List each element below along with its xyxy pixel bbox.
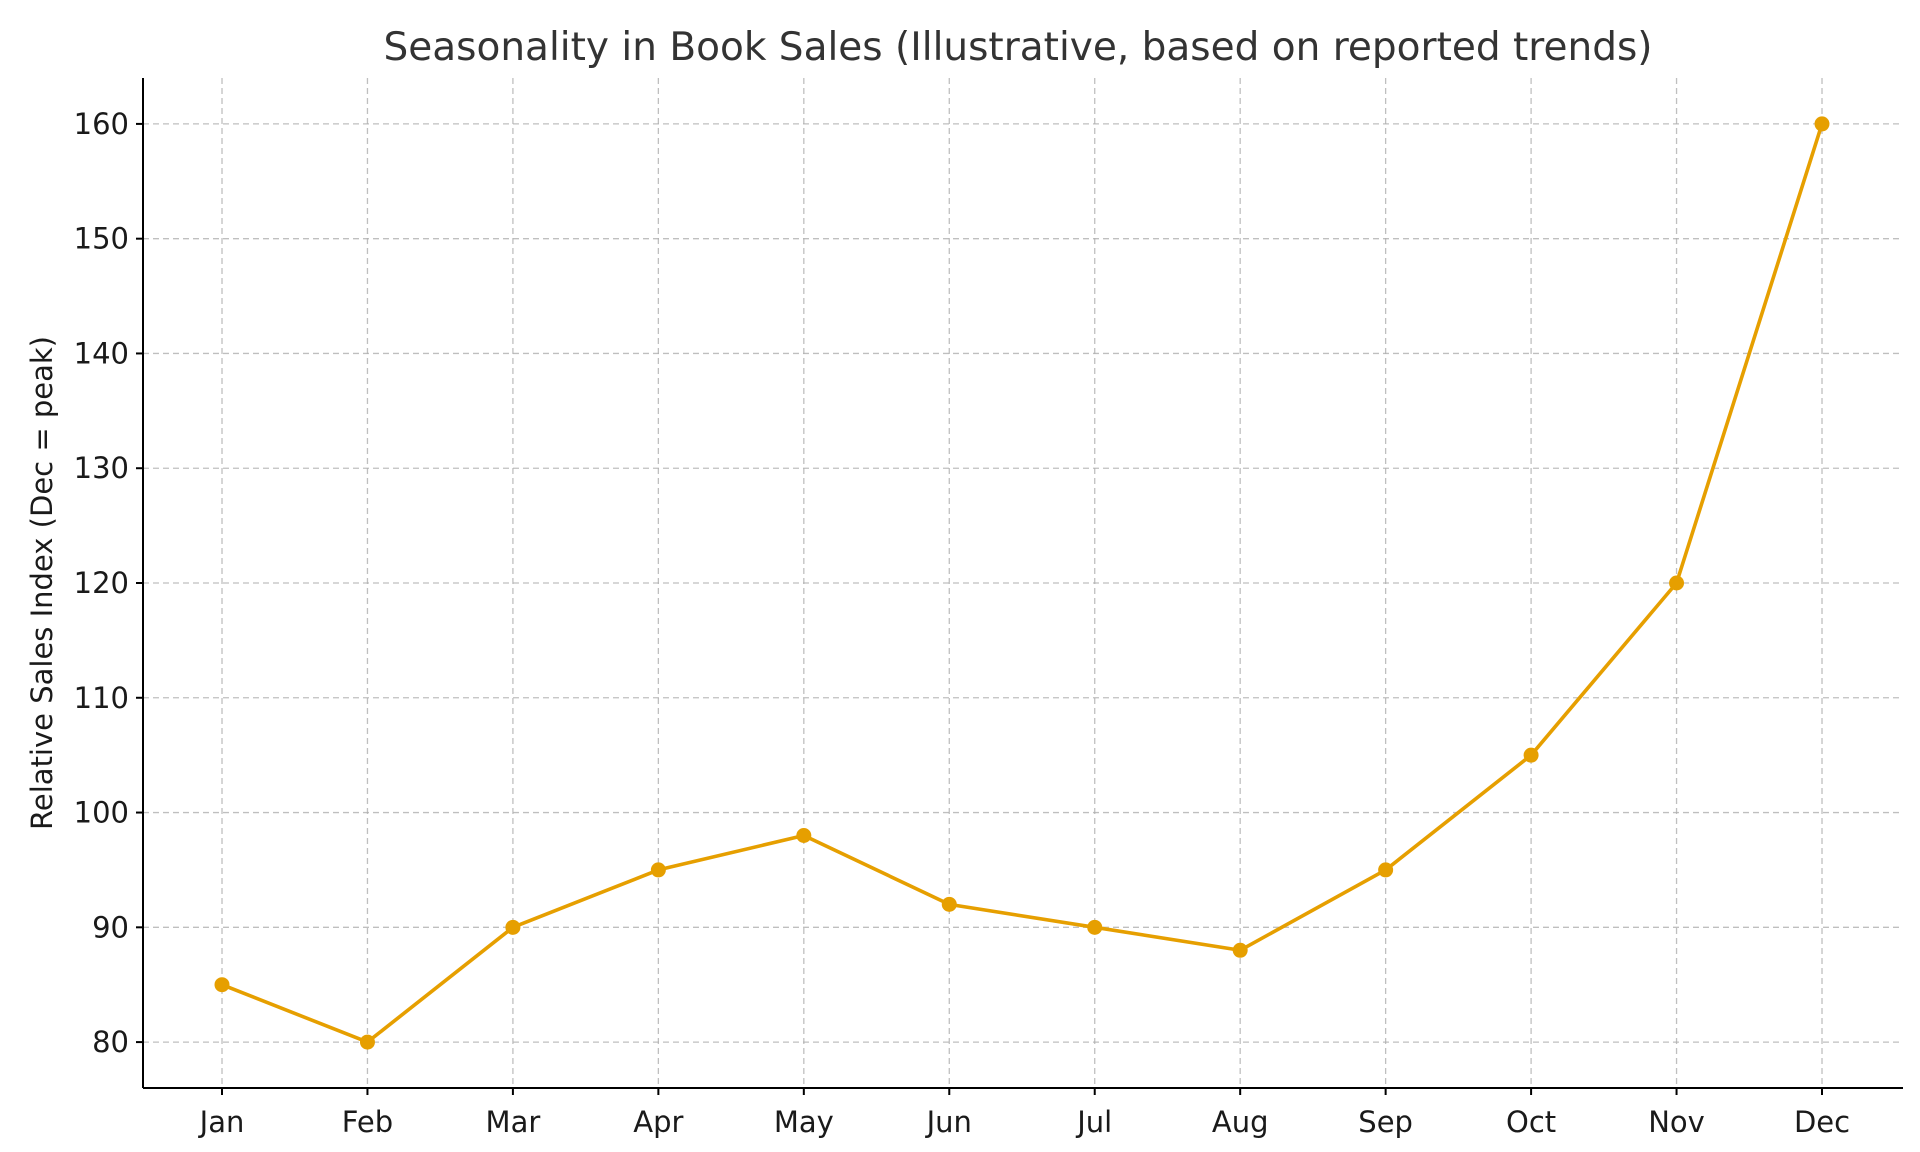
x-tick-label: May	[774, 1105, 834, 1139]
data-point-aug	[1232, 942, 1248, 958]
data-point-jun	[941, 896, 957, 912]
data-point-sep	[1378, 862, 1394, 878]
y-tick-label: 160	[74, 107, 129, 141]
y-tick-label: 110	[74, 681, 129, 715]
y-tick-label: 120	[74, 566, 129, 600]
grid-lines	[143, 78, 1903, 1088]
data-point-jan	[214, 977, 230, 993]
y-axis-label: Relative Sales Index (Dec = peak)	[25, 336, 59, 830]
x-tick-label: Mar	[486, 1105, 541, 1139]
y-tick-label: 140	[74, 336, 129, 370]
x-tick-label: Dec	[1794, 1105, 1850, 1139]
data-point-mar	[505, 919, 521, 935]
x-tick-label: Aug	[1212, 1105, 1269, 1139]
data-point-apr	[650, 862, 666, 878]
chart-title: Seasonality in Book Sales (Illustrative,…	[384, 25, 1653, 70]
x-tick-label: Nov	[1648, 1105, 1705, 1139]
x-tick-label: Sep	[1358, 1105, 1413, 1139]
x-tick-label: Jun	[925, 1105, 972, 1139]
x-tick-label: Feb	[342, 1105, 393, 1139]
data-point-feb	[359, 1034, 375, 1050]
data-point-jul	[1087, 919, 1103, 935]
axes	[136, 78, 1903, 1095]
data-point-may	[796, 828, 812, 843]
data-point-oct	[1523, 747, 1539, 763]
y-tick-label: 90	[92, 910, 129, 944]
y-tick-label: 130	[74, 451, 129, 485]
data-series	[214, 116, 1830, 1050]
series-line	[220, 122, 1824, 1044]
data-point-nov	[1669, 575, 1685, 591]
x-tick-label: Jul	[1075, 1105, 1112, 1139]
y-tick-label: 80	[92, 1025, 129, 1059]
y-tick-label: 150	[74, 222, 129, 256]
x-tick-label: Apr	[633, 1105, 683, 1139]
data-point-dec	[1814, 116, 1830, 132]
y-tick-label: 100	[74, 796, 129, 830]
x-tick-label: Oct	[1506, 1105, 1556, 1139]
x-tick-label: Jan	[198, 1105, 245, 1139]
tick-labels: 80 90 100 110 120 130 140 150 160 Jan Feb Mar Apr May…	[74, 107, 1850, 1139]
